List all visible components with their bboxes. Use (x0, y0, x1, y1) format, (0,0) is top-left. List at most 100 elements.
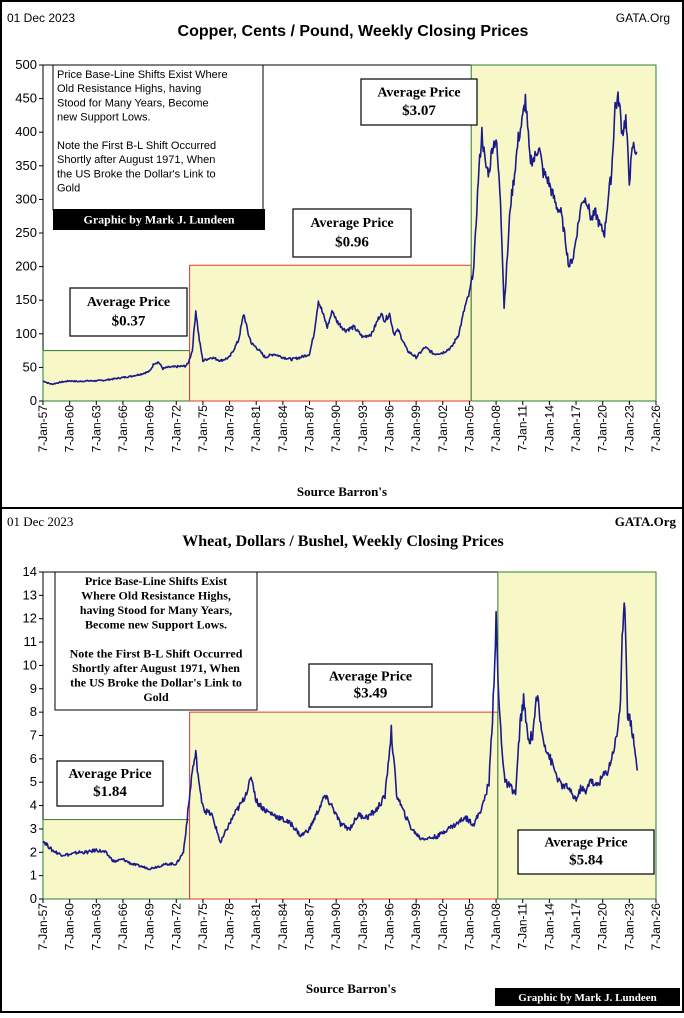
x-tick-label: 7-Jan-08 (489, 903, 503, 951)
average-callout-value: $3.49 (354, 686, 388, 702)
average-callout-title: Average Price (310, 216, 393, 231)
y-tick-label: 150 (15, 292, 37, 307)
average-callout-value: $3.07 (402, 103, 436, 119)
x-tick-label: 7-Jan-72 (169, 405, 183, 453)
y-tick-label: 5 (30, 774, 37, 789)
note-line: Shortly after August 1971, When (72, 661, 240, 675)
x-tick-label: 7-Jan-81 (249, 405, 263, 453)
y-tick-label: 450 (15, 91, 37, 106)
average-callout-title: Average Price (87, 295, 170, 310)
average-callout-title: Average Price (329, 669, 412, 684)
y-tick-label: 14 (23, 564, 37, 579)
average-callout-1 (69, 287, 188, 337)
average-region-1 (42, 350, 191, 402)
x-tick-label: 7-Jan-63 (89, 405, 103, 453)
average-callout-value: $0.96 (335, 234, 369, 250)
y-tick-label: 2 (30, 844, 37, 859)
credit-text: Graphic by Mark J. Lundeen (83, 213, 234, 227)
x-tick-label: 7-Jan-78 (223, 903, 237, 951)
y-tick-label: 200 (15, 259, 37, 274)
y-tick-label: 0 (30, 393, 37, 408)
x-tick-label: 7-Jan-75 (196, 903, 210, 951)
average-callout-title: Average Price (68, 767, 151, 782)
y-tick-label: 10 (23, 657, 37, 672)
note-box (54, 571, 258, 711)
y-tick-label: 8 (30, 704, 37, 719)
x-tick-label: 7-Jan-87 (303, 405, 317, 453)
average-region-2 (189, 711, 499, 900)
y-tick-label: 3 (30, 821, 37, 836)
note-line: Become new Support Lows. (85, 618, 227, 632)
y-tick-label: 100 (15, 326, 37, 341)
x-tick-label: 7-Jan-02 (436, 405, 450, 453)
y-tick-label: 50 (23, 359, 37, 374)
x-tick-label: 7-Jan-96 (382, 405, 396, 453)
x-tick-label: 7-Jan-11 (516, 405, 530, 452)
x-tick-label: 7-Jan-99 (409, 405, 423, 453)
note-line: Shortly after August 1971, When (57, 154, 215, 166)
x-tick-label: 7-Jan-84 (276, 405, 290, 453)
credit-badge (53, 209, 265, 230)
site-label: GATA.Org (616, 11, 670, 25)
x-tick-label: 7-Jan-26 (649, 405, 663, 453)
average-callout-3 (517, 829, 655, 875)
note-line: the US Broke the Dollar's Link to (70, 676, 242, 690)
average-callout-title: Average Price (377, 85, 460, 100)
price-line-wheat (42, 602, 639, 871)
y-tick-label: 9 (30, 681, 37, 696)
note-line: Note the First B-L Shift Occurred (70, 647, 243, 661)
x-axis-title: Source Barron's (306, 981, 396, 996)
x-tick-label: 7-Jan-23 (622, 903, 636, 951)
x-tick-label: 7-Jan-08 (489, 405, 503, 453)
y-tick-label: 250 (15, 225, 37, 240)
average-callout-3 (360, 78, 478, 126)
x-tick-label: 7-Jan-57 (36, 903, 50, 951)
average-region-3 (470, 64, 657, 402)
x-tick-label: 7-Jan-96 (382, 903, 396, 951)
x-tick-label: 7-Jan-87 (303, 903, 317, 951)
y-tick-label: 500 (15, 57, 37, 72)
x-tick-label: 7-Jan-05 (462, 903, 476, 951)
average-callout-title: Average Price (544, 836, 627, 851)
x-tick-label: 7-Jan-17 (569, 903, 583, 951)
x-tick-label: 7-Jan-05 (462, 405, 476, 453)
x-tick-label: 7-Jan-69 (143, 405, 157, 453)
note-line: Price Base-Line Shifts Exist Where (57, 69, 228, 81)
x-tick-label: 7-Jan-14 (542, 405, 556, 453)
average-callout-value: $1.84 (93, 784, 127, 800)
date-label: 01 Dec 2023 (7, 11, 75, 25)
chart-title: Wheat, Dollars / Bushel, Weekly Closing … (182, 533, 503, 550)
note-line: Old Resistance Highs, having (57, 83, 201, 95)
credit-badge (495, 988, 680, 1006)
y-tick-label: 400 (15, 124, 37, 139)
site-label: GATA.Org (615, 514, 677, 529)
note-line: new Support Lows. (57, 112, 151, 124)
x-tick-label: 7-Jan-90 (329, 903, 343, 951)
x-tick-label: 7-Jan-75 (196, 405, 210, 453)
x-tick-label: 7-Jan-93 (356, 903, 370, 951)
average-callout-2 (308, 663, 433, 708)
y-tick-label: 11 (24, 634, 38, 649)
y-tick-label: 350 (15, 158, 37, 173)
note-line: Price Base-Line Shifts Exist (85, 574, 227, 588)
price-line-copper (42, 91, 638, 386)
y-tick-label: 12 (23, 611, 37, 626)
x-tick-label: 7-Jan-63 (89, 903, 103, 951)
y-tick-label: 7 (30, 728, 37, 743)
x-tick-label: 7-Jan-23 (622, 405, 636, 453)
note-line: having Stood for Many Years, (80, 603, 232, 617)
note-box (52, 64, 264, 211)
chart-title: Copper, Cents / Pound, Weekly Closing Pr… (178, 23, 529, 40)
x-tick-label: 7-Jan-02 (436, 903, 450, 951)
x-tick-label: 7-Jan-90 (329, 405, 343, 453)
x-tick-label: 7-Jan-66 (116, 405, 130, 453)
note-line: Where Old Resistance Highs, (81, 589, 231, 603)
x-tick-label: 7-Jan-66 (116, 903, 130, 951)
x-tick-label: 7-Jan-78 (223, 405, 237, 453)
x-tick-label: 7-Jan-99 (409, 903, 423, 951)
y-tick-label: 300 (15, 191, 37, 206)
y-tick-label: 6 (30, 751, 37, 766)
x-tick-label: 7-Jan-20 (596, 903, 610, 951)
x-tick-label: 7-Jan-81 (249, 903, 263, 951)
